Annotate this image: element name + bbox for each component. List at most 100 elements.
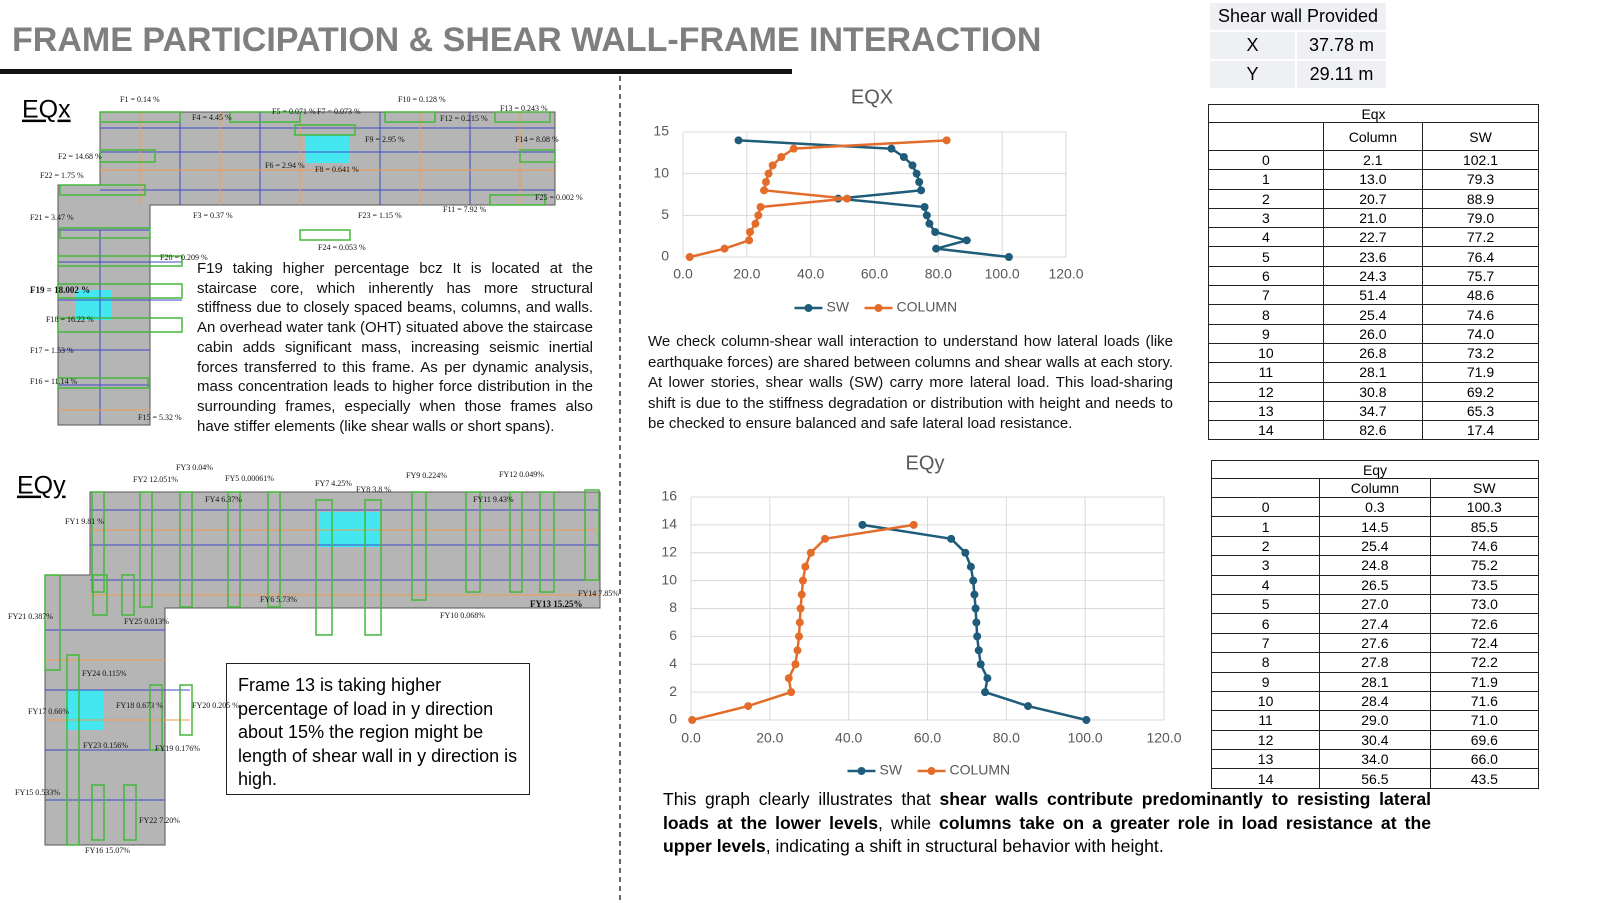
table-cell: 73.5	[1429, 574, 1540, 595]
beams	[45, 509, 600, 801]
legend-label: COLUMN	[897, 299, 958, 315]
table-cell: 28.1	[1319, 671, 1431, 692]
frame-label: FY4 6.37%	[205, 495, 242, 504]
slide-title: FRAME PARTICIPATION & SHEAR WALL-FRAME I…	[12, 21, 1041, 59]
data-point	[777, 153, 786, 161]
frame-label: FY1 9.81 %	[65, 517, 104, 526]
y-tick-label: 14	[661, 516, 677, 532]
legend-marker	[927, 767, 936, 775]
table-row: 12 30.8 69.2	[1208, 381, 1539, 402]
frame-label: FY2 12.051%	[133, 475, 178, 484]
table-cell: 14	[1210, 768, 1321, 789]
y-tick-label: 12	[661, 543, 677, 559]
table-cell: 71.6	[1429, 690, 1540, 712]
frame-label: FY7 4.25%	[315, 479, 352, 488]
x-tick-label: 80.0	[925, 266, 952, 282]
table-header: Column	[1322, 122, 1424, 151]
staircase	[75, 290, 111, 320]
table-cell: 11	[1210, 710, 1321, 731]
frame-label: F14 = 8.08 %	[515, 135, 559, 144]
table-row: 4 22.7 77.2	[1208, 227, 1539, 248]
table-cell: 12	[1210, 729, 1321, 751]
table-cell: 75.7	[1422, 265, 1539, 287]
frame-label: F13 = 0.243 %	[500, 104, 548, 113]
data-point	[791, 660, 800, 669]
summary: This graph clearly illustrates that shea…	[663, 788, 1431, 859]
frame-label: F17 = 1.53 %	[30, 346, 74, 355]
table-cell: 5	[1210, 593, 1321, 615]
table-row: 8 25.4 74.6	[1208, 304, 1539, 325]
table-row: 13 34.7 65.3	[1208, 400, 1539, 422]
table-cell: 9	[1208, 323, 1324, 344]
frame-label: F2 = 14.68 %	[58, 152, 102, 161]
data-point	[981, 688, 990, 697]
table-cell: 25.4	[1322, 304, 1424, 325]
table-cell: 56.5	[1319, 768, 1431, 789]
frame-label: FY24 0.115%	[82, 669, 127, 678]
table-cell: 71.9	[1429, 671, 1540, 692]
table-row: 9 28.1 71.9	[1210, 671, 1540, 692]
data-point	[909, 520, 918, 529]
table-row: 8 27.8 72.2	[1210, 652, 1540, 673]
table-row: 5 27.0 73.0	[1210, 593, 1540, 615]
table-cell: 0.3	[1319, 496, 1431, 518]
table-header: SW	[1429, 478, 1540, 498]
table-cell: 7	[1210, 632, 1321, 654]
data-point	[801, 562, 810, 571]
x-tick-label: 40.0	[797, 266, 824, 282]
table-row: 5 23.6 76.4	[1208, 246, 1539, 267]
table-row: 2 20.7 88.9	[1208, 188, 1539, 209]
table-row: Eqy	[1211, 460, 1539, 479]
legend-label: SW	[827, 299, 850, 315]
data-point	[970, 590, 979, 599]
frame-label: F3 = 0.37 %	[193, 211, 233, 220]
table-row: Column SW	[1210, 478, 1540, 498]
table-cell: 23.6	[1322, 246, 1424, 267]
table-cell: 66.0	[1429, 749, 1540, 770]
legend-marker	[804, 304, 813, 312]
frame-note-box: Frame 13 is taking higher percentage of …	[226, 663, 530, 795]
table-row: 4 26.5 73.5	[1210, 574, 1540, 595]
frame-label: FY11 9.43%	[473, 495, 514, 504]
table-cell: 9	[1210, 671, 1321, 692]
data-point	[922, 211, 931, 220]
data-point	[915, 178, 924, 186]
data-point	[1024, 702, 1033, 711]
frame-label: FY20 0.205 %	[192, 701, 239, 710]
data-point	[947, 534, 956, 543]
data-point	[932, 244, 941, 253]
data-point	[966, 562, 975, 571]
table-row: Shear wall Provided	[1208, 1, 1388, 32]
table-row: 13 34.0 66.0	[1210, 749, 1540, 770]
frame-label: F15 = 5.32 %	[138, 413, 182, 422]
frame-label: F11 = 7.92 %	[443, 205, 487, 214]
frame-label: FY8 3.8 %	[356, 485, 391, 494]
table-cell: 51.4	[1322, 285, 1424, 306]
table-row: Column SW	[1208, 122, 1539, 151]
x-tick-label: 0.0	[681, 730, 701, 746]
x-tick-label: 60.0	[861, 266, 888, 282]
data-point	[745, 236, 754, 245]
table-row: 6 27.4 72.6	[1210, 613, 1540, 634]
table-cell: 0	[1210, 496, 1321, 518]
frame-label: FY19 0.176%	[155, 744, 200, 753]
data-point	[685, 253, 694, 261]
y-tick-label: 10	[653, 164, 669, 180]
frame-label: FY17 0.66%	[28, 707, 69, 716]
table-cell: 12	[1208, 381, 1324, 402]
y-tick-label: 5	[661, 206, 669, 222]
frame-label: FY15 0.533%	[15, 788, 60, 797]
frame-label: FY13 15.25%	[530, 599, 583, 609]
data-point	[899, 153, 908, 161]
table-row: 9 26.0 74.0	[1208, 323, 1539, 344]
data-point	[931, 228, 940, 236]
data-point	[971, 604, 980, 613]
table-row: 11 28.1 71.9	[1208, 362, 1539, 383]
eqy-table: Eqy Column SW 0 0.3 100.3 1 14.5 85.5 2 25.4 74.6 3 2…	[1210, 460, 1540, 789]
frame-label: FY21 0.387%	[8, 612, 53, 621]
frame-label: F5 = 0.071 %	[272, 107, 316, 116]
frame-label: FY14 7.85%	[578, 589, 619, 598]
table-cell: Y	[1208, 59, 1297, 90]
table-cell: 79.0	[1422, 207, 1539, 229]
data-point	[751, 219, 760, 228]
